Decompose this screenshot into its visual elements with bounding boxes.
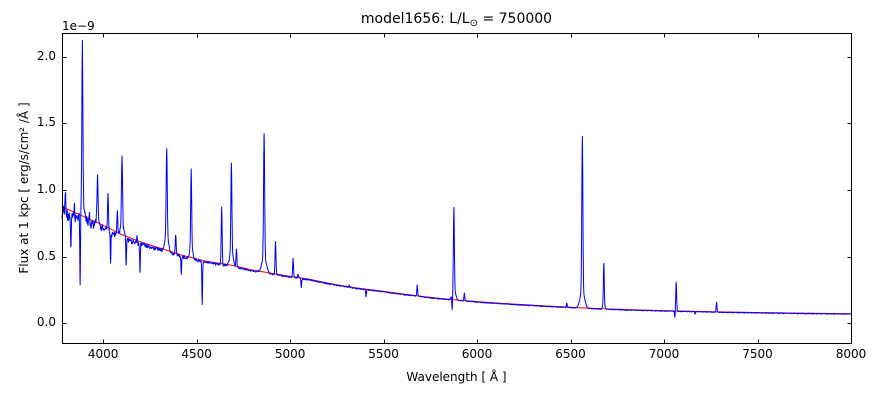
x-tick-label: 5500 [368,347,399,361]
y-tick-label: 1.5 [36,115,56,130]
x-axis-label: Wavelength [ Å ] [406,370,507,384]
y-tick-label: 0.0 [36,315,56,330]
x-tick-label: 7500 [742,347,773,361]
x-tick-label: 8000 [835,347,867,361]
x-tick-label: 4500 [181,347,212,361]
x-tick-label: 5000 [274,347,306,361]
x-tick-label: 4000 [87,347,119,361]
x-tick-label: 6500 [555,347,586,361]
plot-title: model1656: L/L⊙ = 750000 [62,11,851,32]
plot-title-value: = 750000 [478,11,553,27]
y-tick-label: 2.0 [36,48,56,63]
y-tick-label: 0.5 [36,248,56,263]
x-tick-label: 7000 [648,347,680,361]
y-axis-offset-label: 1e−9 [62,19,95,33]
plot-title-text: model1656: L/L [360,11,470,27]
sun-symbol: ⊙ [469,18,479,29]
y-tick-label: 1.0 [36,181,56,196]
x-tick-label: 6000 [461,347,493,361]
